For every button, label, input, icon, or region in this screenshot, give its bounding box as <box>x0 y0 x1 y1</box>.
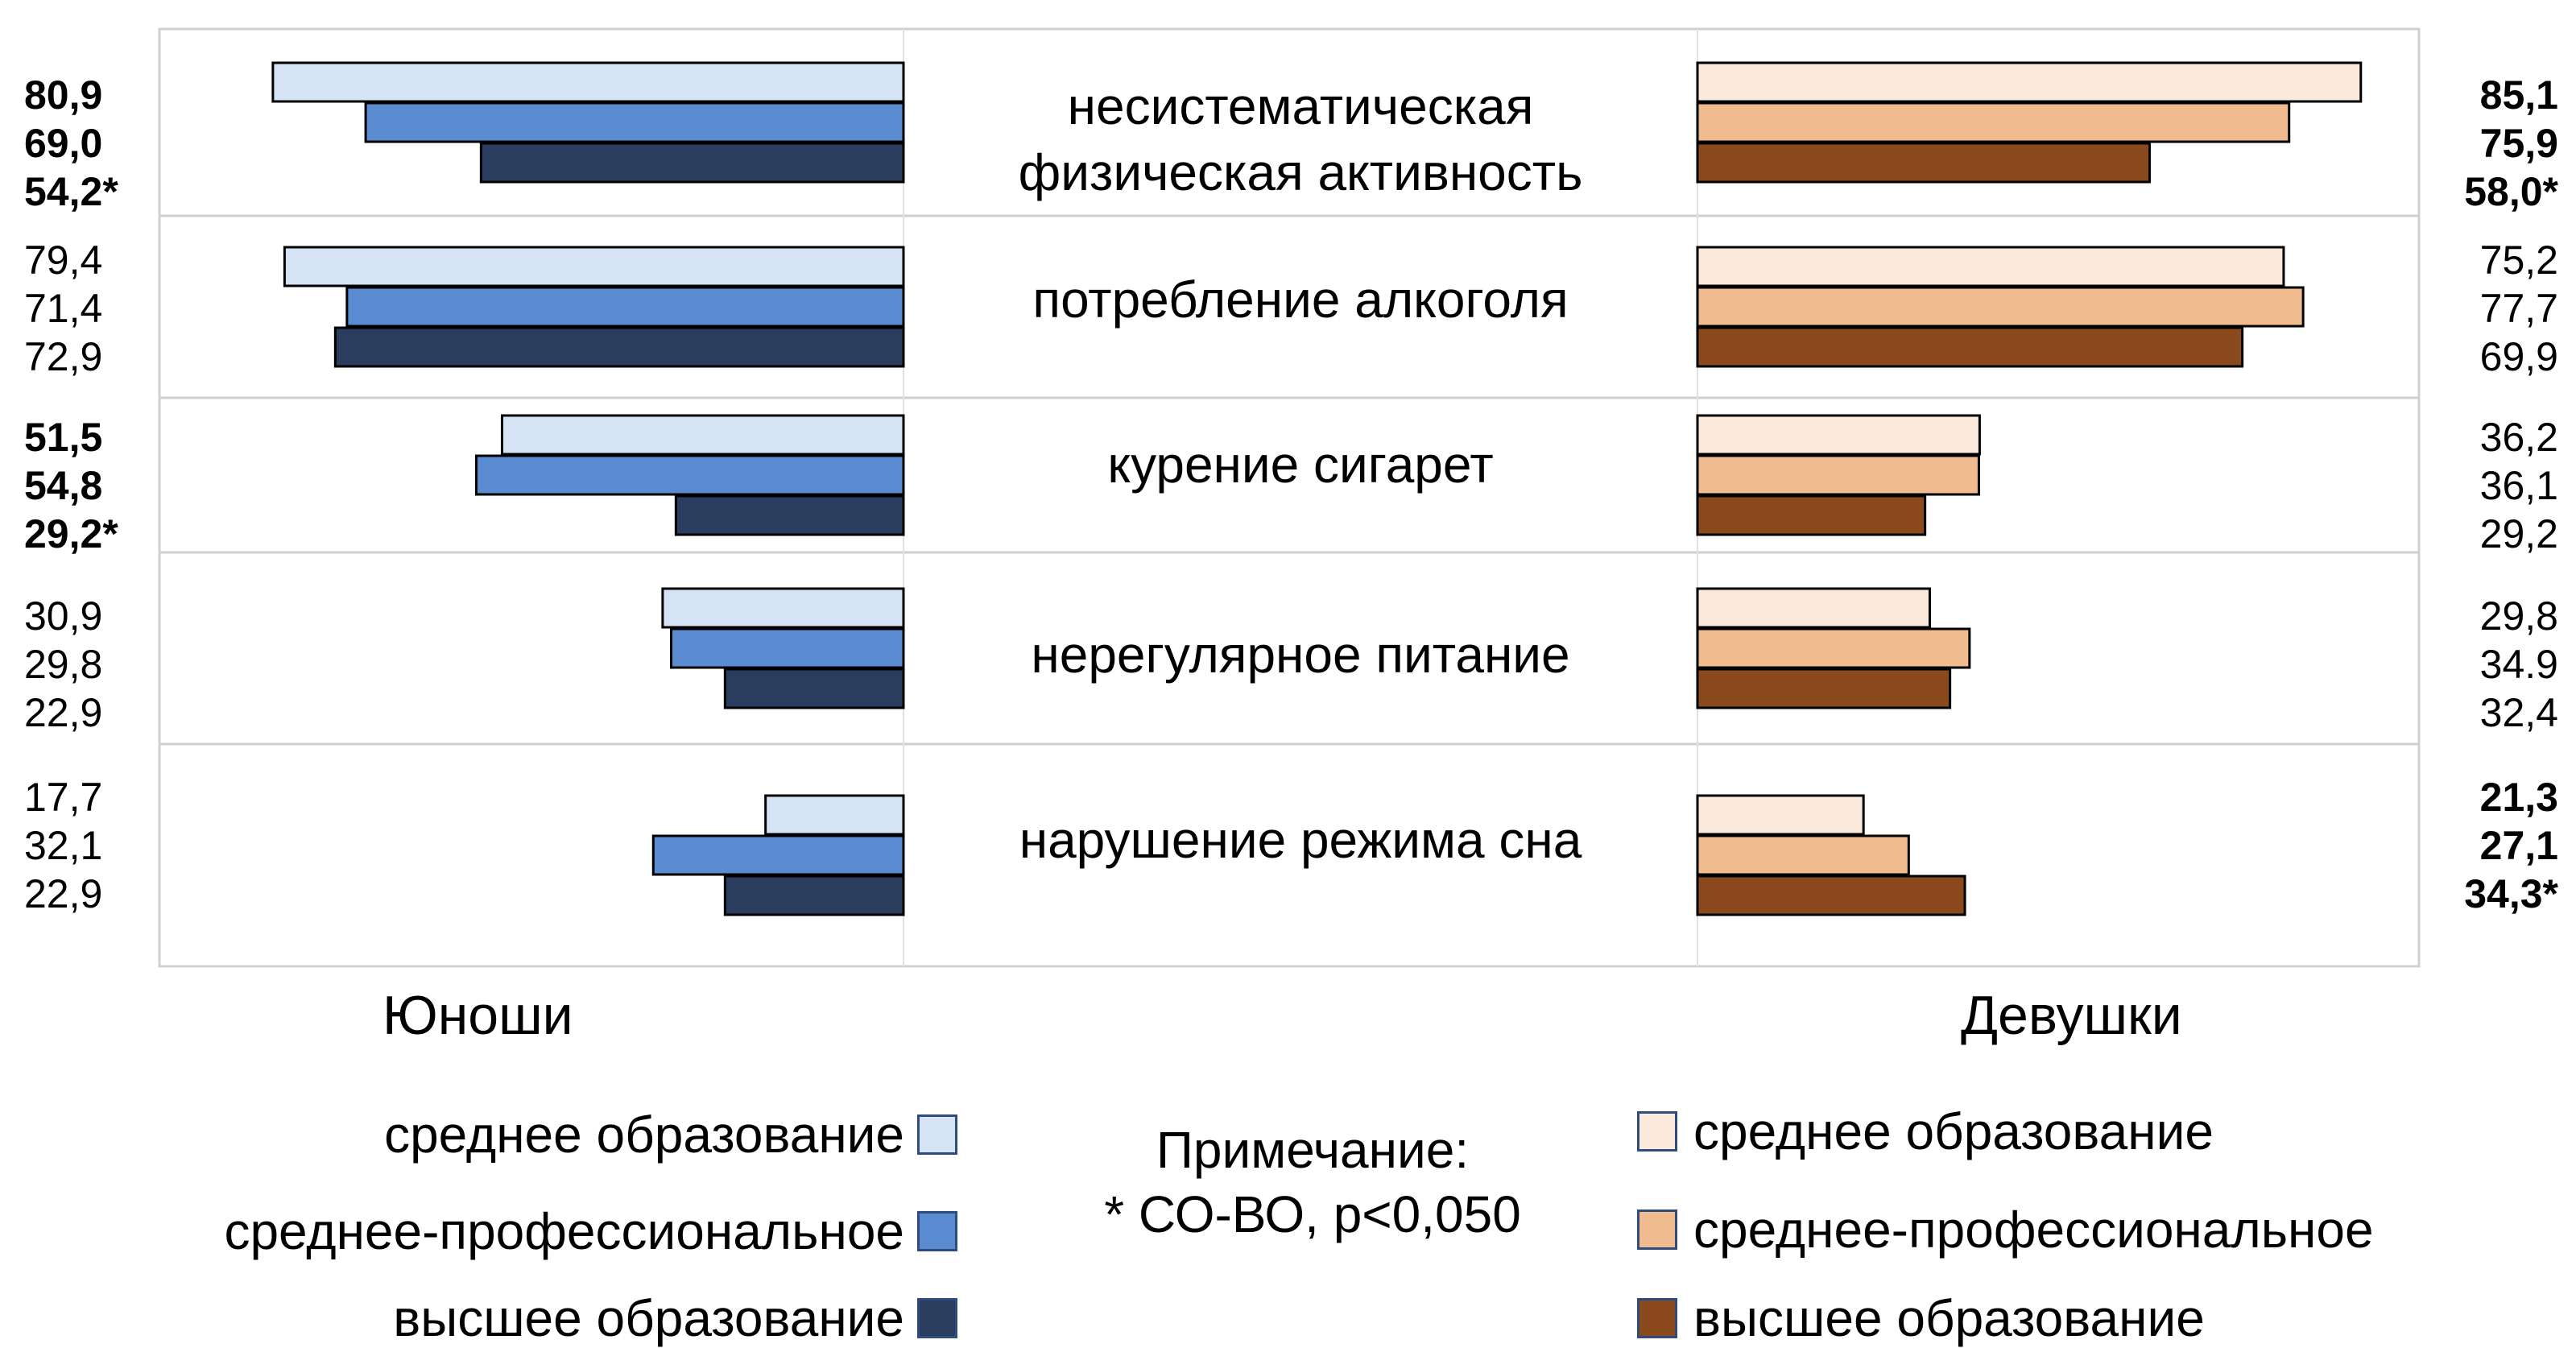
bar-female-2-3 <box>1696 326 2244 368</box>
legend-right-swatch-secondary <box>1637 1111 1677 1152</box>
legend-left-swatch-vocational <box>917 1211 957 1251</box>
category-label: несистематическая <box>1068 77 1534 135</box>
category-label: нерегулярное питание <box>1031 626 1569 684</box>
bar-male-3-2 <box>475 454 905 496</box>
legend-left-label-higher: высшее образование <box>393 1289 904 1347</box>
value-label-male-4-2: 29,8 <box>24 642 103 687</box>
value-label-female-1-1: 85,1 <box>2479 72 2558 118</box>
legend-right-label-secondary: среднее образование <box>1693 1102 2214 1160</box>
bar-female-2-1 <box>1696 246 2285 287</box>
value-label-female-4-3: 32,4 <box>2479 690 2558 735</box>
legend-right-swatch-vocational <box>1637 1209 1677 1250</box>
bar-female-5-1 <box>1696 794 1865 836</box>
value-label-female-5-3: 34,3* <box>2464 871 2558 916</box>
legend-right-item-secondary: среднее образование <box>1637 1102 2214 1161</box>
legend-left-label-secondary: среднее образование <box>384 1106 904 1164</box>
bar-male-2-2 <box>345 286 905 328</box>
bar-female-5-3 <box>1696 875 1966 916</box>
bar-male-1-1 <box>271 61 905 103</box>
legend-left-swatch-higher <box>917 1298 957 1338</box>
bar-female-1-1 <box>1696 61 2363 103</box>
value-label-female-2-2: 77,7 <box>2479 286 2558 331</box>
value-label-female-5-1: 21,3 <box>2479 775 2558 820</box>
value-label-female-1-2: 75,9 <box>2479 121 2558 166</box>
bar-male-3-3 <box>674 494 905 536</box>
value-label-male-5-1: 17,7 <box>24 775 103 820</box>
value-label-male-3-1: 51,5 <box>24 415 103 460</box>
right-panel-label: Девушки <box>1961 985 2182 1046</box>
value-label-male-2-3: 72,9 <box>24 334 103 379</box>
value-label-female-4-1: 29,8 <box>2479 593 2558 639</box>
legend-left-item-higher: высшее образование <box>393 1288 957 1348</box>
legend-left-item-vocational: среднее-профессиональное <box>224 1201 957 1261</box>
bar-female-3-2 <box>1696 454 1980 496</box>
bar-female-3-1 <box>1696 414 1981 456</box>
note-title: Примечание: <box>1156 1121 1470 1179</box>
bar-female-1-3 <box>1696 142 2151 184</box>
bar-female-5-2 <box>1696 834 1910 876</box>
note-text: * СО-ВО, р<0,050 <box>1104 1185 1521 1243</box>
value-label-female-3-1: 36,2 <box>2479 415 2558 460</box>
value-label-female-4-2: 34.9 <box>2479 642 2558 687</box>
legend-left-label-vocational: среднее-профессиональное <box>224 1202 904 1260</box>
bar-female-4-2 <box>1696 627 1971 669</box>
bar-male-3-1 <box>500 414 905 456</box>
bar-male-1-2 <box>364 101 905 143</box>
bar-male-1-3 <box>479 142 905 184</box>
bar-male-2-1 <box>283 246 905 287</box>
value-label-male-2-1: 79,4 <box>24 238 103 283</box>
bar-male-4-1 <box>661 587 905 629</box>
category-label: курение сигарет <box>1107 436 1493 494</box>
legend-left-swatch-secondary <box>917 1114 957 1155</box>
value-label-female-5-2: 27,1 <box>2479 823 2558 868</box>
bar-female-3-3 <box>1696 494 1927 536</box>
left-panel-label: Юноши <box>382 985 573 1046</box>
bar-male-2-3 <box>333 326 905 368</box>
bar-male-5-2 <box>651 834 905 876</box>
value-label-male-3-3: 29,2* <box>24 511 118 556</box>
note-block: Примечание: * СО-ВО, р<0,050 <box>990 1118 1635 1247</box>
bar-female-4-1 <box>1696 587 1931 629</box>
legend-left-item-secondary: среднее образование <box>384 1105 957 1164</box>
value-label-male-1-2: 69,0 <box>24 121 103 166</box>
legend-right-item-higher: высшее образование <box>1637 1288 2205 1348</box>
chart-frame <box>158 27 2421 968</box>
value-label-male-2-2: 71,4 <box>24 286 103 331</box>
legend-right-label-higher: высшее образование <box>1693 1289 2205 1347</box>
legend-right-label-vocational: среднее-профессиональное <box>1693 1201 2374 1259</box>
value-label-female-3-3: 29,2 <box>2479 511 2558 556</box>
bar-female-2-2 <box>1696 286 2305 328</box>
value-label-male-4-3: 22,9 <box>24 690 103 735</box>
bar-male-4-2 <box>670 627 905 669</box>
value-label-female-2-3: 69,9 <box>2479 334 2558 379</box>
value-label-female-1-3: 58,0* <box>2464 169 2558 214</box>
value-label-male-4-1: 30,9 <box>24 593 103 639</box>
value-label-female-3-2: 36,1 <box>2479 463 2558 508</box>
category-label: нарушение режима сна <box>1019 811 1582 869</box>
category-label: потребление алкоголя <box>1032 271 1568 329</box>
value-label-male-1-3: 54,2* <box>24 169 118 214</box>
bar-male-5-3 <box>723 875 905 916</box>
legend-right-swatch-higher <box>1637 1298 1677 1338</box>
value-label-female-2-1: 75,2 <box>2479 238 2558 283</box>
bar-female-1-2 <box>1696 101 2291 143</box>
value-label-male-1-1: 80,9 <box>24 72 103 118</box>
bar-female-4-3 <box>1696 668 1952 709</box>
bar-male-5-1 <box>764 794 905 836</box>
category-label: физическая активность <box>1019 143 1583 201</box>
value-label-male-3-2: 54,8 <box>24 463 103 508</box>
legend-right-item-vocational: среднее-профессиональное <box>1637 1200 2374 1259</box>
value-label-male-5-2: 32,1 <box>24 823 103 868</box>
value-label-male-5-3: 22,9 <box>24 871 103 916</box>
bar-male-4-3 <box>723 668 905 709</box>
